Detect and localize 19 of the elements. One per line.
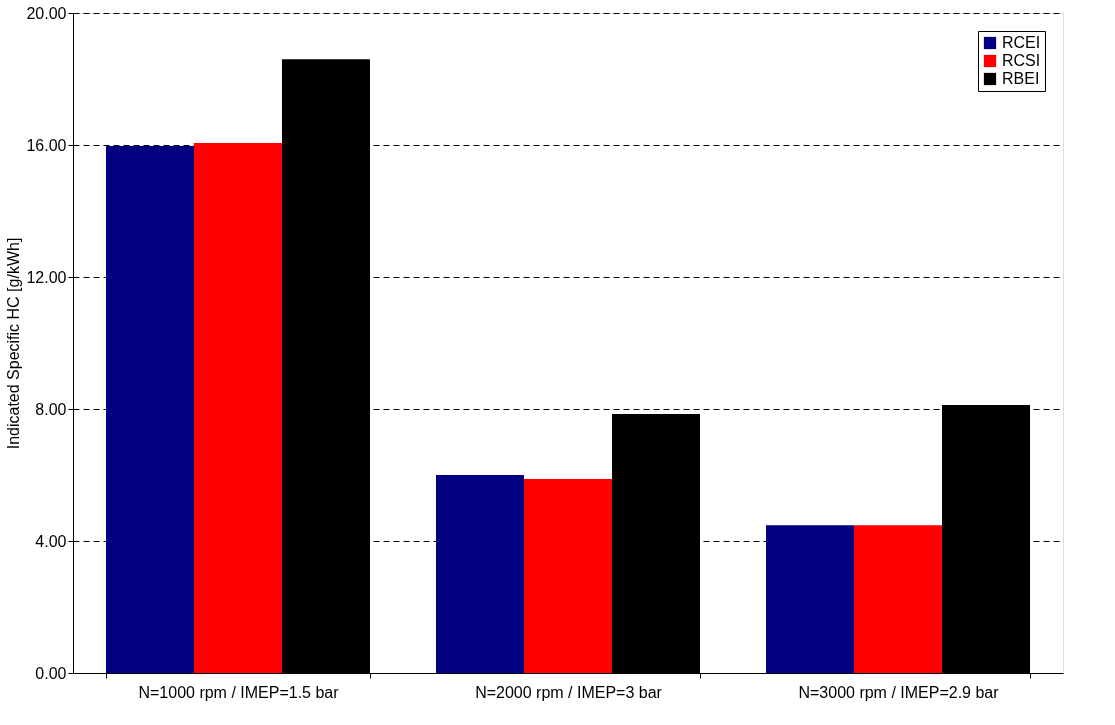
legend-label: RCSI (1002, 52, 1041, 69)
bar (524, 478, 612, 673)
legend-label: RBEI (1002, 70, 1040, 87)
bar (194, 143, 282, 673)
bar (106, 145, 194, 673)
bar (436, 475, 524, 673)
legend-label: RCEI (1002, 34, 1041, 51)
y-tick-label: 4.00 (35, 532, 67, 550)
y-tick-label: 20.00 (26, 4, 67, 22)
x-tick-label: N=1000 rpm / IMEP=1.5 bar (138, 683, 340, 701)
y-tick-label: 12.00 (26, 268, 67, 286)
bar (854, 525, 942, 673)
bar (766, 525, 854, 673)
y-axis-title: Indicated Specific HC [g/kWh] (5, 237, 23, 450)
y-tick-label: 8.00 (35, 400, 67, 418)
y-tick-label: 16.00 (26, 136, 67, 154)
x-tick-label: N=2000 rpm / IMEP=3 bar (475, 683, 663, 701)
y-tick-label: 0.00 (35, 664, 67, 682)
x-tick-label: N=3000 rpm / IMEP=2.9 bar (798, 683, 1000, 701)
